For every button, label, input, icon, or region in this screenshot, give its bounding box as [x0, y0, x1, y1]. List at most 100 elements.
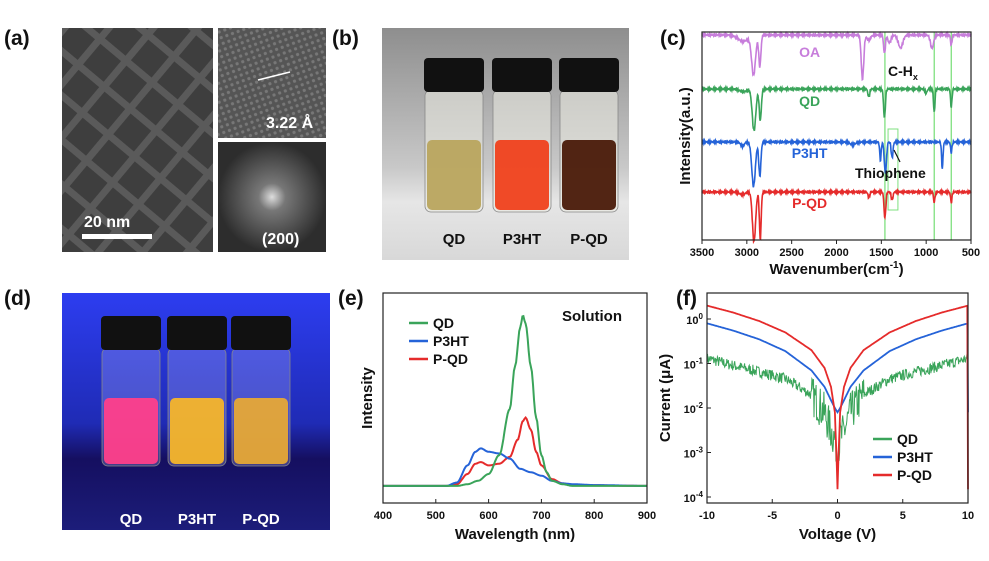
x-tick-label: 3500 — [690, 247, 714, 259]
vial-label: P-QD — [242, 511, 280, 528]
x-axis-label: Wavenumber(cm-1) — [769, 260, 903, 278]
vial-cap — [231, 316, 291, 350]
vial-label: QD — [443, 231, 466, 248]
y-tick-exponent: -3 — [696, 446, 704, 455]
x-axis-label: Voltage (V) — [799, 526, 876, 543]
x-tick-label: -5 — [767, 510, 777, 522]
vial-label: P-QD — [570, 231, 608, 248]
x-tick-label: 700 — [532, 510, 550, 522]
y-tick-label: 10-2 — [684, 401, 704, 416]
series-label: P3HT — [792, 145, 828, 161]
x-tick-label: 500 — [962, 247, 980, 259]
panel-label-e: (e) — [338, 287, 364, 310]
x-tick-label: 900 — [638, 510, 656, 522]
y-tick-label: 10-4 — [684, 490, 704, 505]
series-line-p3ht — [701, 137, 972, 188]
vial-liquid — [427, 140, 481, 210]
vial-liquid — [562, 140, 616, 210]
x-tick-label: 2000 — [824, 247, 848, 259]
x-axis-label-sup: -1 — [890, 260, 899, 271]
panel-label-b: (b) — [332, 27, 359, 50]
vial-cap — [167, 316, 227, 350]
panel-a: (a) 20 nm 3.22 Å (200) — [4, 27, 326, 252]
annotation-solution: Solution — [562, 308, 622, 325]
vial-liquid — [234, 398, 288, 464]
chart-c: (c) OA QD P3HT P-QD C-Hx Thiophene 3500 3000 2500… — [660, 27, 980, 278]
legend-label: P3HT — [897, 449, 933, 465]
y-tick-label: 10-1 — [684, 357, 704, 372]
series-line-qd — [701, 84, 972, 132]
series-line-p-qd — [383, 416, 647, 487]
series-line-qd — [383, 314, 647, 487]
series-line-p-qd — [701, 187, 972, 245]
series-label: QD — [799, 93, 820, 109]
x-tick-label: -10 — [699, 510, 715, 522]
vial-cap — [559, 58, 619, 92]
x-tick-label: 400 — [374, 510, 392, 522]
vial-cap — [101, 316, 161, 350]
vial-label: P3HT — [178, 511, 216, 528]
annotation-thiophene: Thiophene — [855, 165, 926, 181]
series-line-p-qd — [706, 304, 969, 490]
vial-label: P3HT — [503, 231, 541, 248]
series-line-p3ht — [706, 322, 969, 414]
vial-liquid — [495, 140, 549, 210]
plot-frame — [701, 31, 972, 241]
fft-inset — [218, 142, 326, 252]
legend-label: P3HT — [433, 333, 469, 349]
x-tick-label: 5 — [900, 510, 906, 522]
x-tick-label: 600 — [479, 510, 497, 522]
hrtem-inset — [218, 28, 326, 138]
vial-liquid — [170, 398, 224, 464]
x-tick-label: 1000 — [914, 247, 938, 259]
scale-bar-label: 20 nm — [84, 214, 130, 231]
chart-f: (f)-10 -5 0 5 1010010-110-210-310-4QDP3HTP-Q… — [657, 287, 974, 543]
x-tick-label: 1500 — [869, 247, 893, 259]
y-tick-exponent: -4 — [696, 490, 704, 499]
y-tick-exponent: 0 — [699, 312, 704, 321]
x-tick-label: 2500 — [779, 247, 803, 259]
annotation-ch: C-Hx — [888, 63, 918, 82]
vial-liquid — [104, 398, 158, 464]
panel-d: (d) QD P3HT P-QD — [4, 287, 330, 530]
y-tick-label: 100 — [686, 312, 703, 327]
series-line-oa — [701, 30, 972, 82]
legend-label: P-QD — [897, 467, 932, 483]
y-axis-label: Current (μA) — [657, 354, 674, 442]
vial-cap — [492, 58, 552, 92]
lattice-spacing: 3.22 Å — [266, 113, 314, 132]
x-tick-label: 0 — [834, 510, 840, 522]
y-tick-exponent: -2 — [696, 401, 704, 410]
vial-cap — [424, 58, 484, 92]
panel-label-f: (f) — [676, 287, 697, 310]
tem-image — [62, 28, 213, 252]
legend-label: P-QD — [433, 351, 468, 367]
highlight-box — [887, 128, 899, 211]
fft-index: (200) — [262, 231, 299, 248]
series-line-p3ht — [383, 447, 647, 487]
y-axis-label: Intensity — [359, 367, 376, 429]
scale-bar — [82, 234, 152, 239]
chart-e: (e) 400 500 600 700 800 900 QD P3HT P-QD Solution W… — [338, 287, 656, 543]
series-label: OA — [799, 44, 820, 60]
x-axis-label: Wavelength (nm) — [455, 526, 575, 543]
x-tick-label: 500 — [427, 510, 445, 522]
annotation-arrow — [893, 149, 901, 163]
annotation-ch-sub: x — [913, 72, 918, 82]
x-tick-label: 800 — [585, 510, 603, 522]
lattice-arrow — [257, 71, 291, 81]
x-tick-label: 10 — [962, 510, 974, 522]
panel-b: (b) QD P3HT P-QD — [332, 27, 629, 260]
panel-label-d: (d) — [4, 287, 31, 310]
panel-label-c: (c) — [660, 27, 686, 50]
plot-frame — [382, 292, 648, 504]
panel-label-a: (a) — [4, 27, 30, 50]
legend-label: QD — [433, 315, 454, 331]
vial-label: QD — [120, 511, 143, 528]
y-tick-exponent: -1 — [696, 357, 704, 366]
x-tick-label: 3000 — [735, 247, 759, 259]
y-axis-label: Intensity(a.u.) — [677, 87, 694, 185]
legend-label: QD — [897, 431, 918, 447]
y-tick-label: 10-3 — [684, 446, 704, 461]
